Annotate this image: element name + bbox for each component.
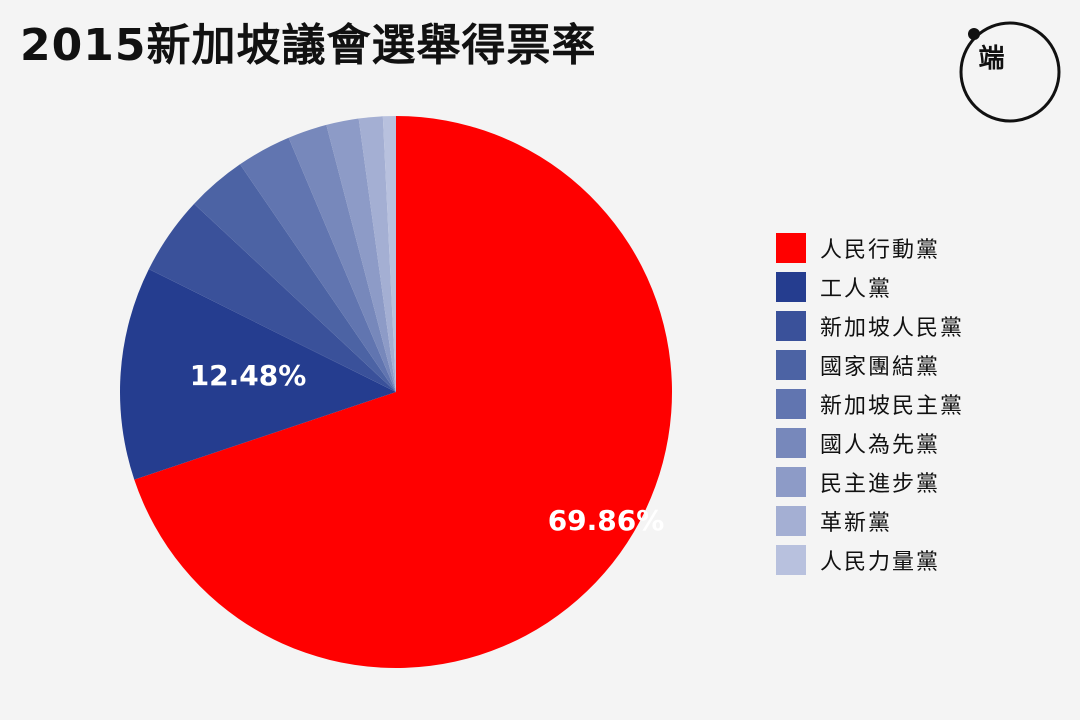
legend-label: 革新黨 — [820, 510, 893, 536]
legend-swatch — [776, 271, 806, 302]
logo-circle-icon — [959, 21, 1061, 123]
slice-value-label: 69.86% — [548, 504, 665, 537]
legend-label: 國家團結黨 — [820, 354, 941, 380]
legend-item: 國家團結黨 — [776, 345, 964, 384]
legend-item: 革新黨 — [776, 501, 964, 540]
legend-item: 國人為先黨 — [776, 423, 964, 462]
legend-swatch — [776, 349, 806, 380]
legend-swatch — [776, 505, 806, 536]
legend-item: 人民行動黨 — [776, 228, 964, 267]
pie-slice — [240, 137, 396, 392]
legend-label: 工人黨 — [820, 276, 893, 302]
legend-swatch — [776, 427, 806, 458]
legend-item: 人民力量黨 — [776, 540, 964, 579]
legend-item: 民主進步黨 — [776, 462, 964, 501]
slice-value-label: 12.48% — [190, 359, 307, 392]
legend-label: 新加坡民主黨 — [820, 393, 965, 419]
legend-item: 新加坡人民黨 — [776, 306, 964, 345]
legend-label: 人民力量黨 — [820, 549, 941, 575]
pie-slice — [326, 118, 396, 392]
pie-slice — [288, 124, 396, 393]
pie-slice — [134, 116, 673, 668]
legend-label: 民主進步黨 — [820, 471, 941, 497]
legend-item: 新加坡民主黨 — [776, 384, 964, 423]
pie-slice — [148, 203, 396, 392]
legend-label: 新加坡人民黨 — [820, 315, 965, 341]
legend-swatch — [776, 466, 806, 497]
legend-label: 人民行動黨 — [820, 237, 941, 263]
legend-item: 工人黨 — [776, 267, 964, 306]
legend-swatch — [776, 310, 806, 341]
pie-slice — [382, 115, 396, 392]
legend: 人民行動黨工人黨新加坡人民黨 國家團結黨新加坡民主黨 國人為先黨民主進步黨革新黨人民… — [776, 228, 964, 579]
legend-swatch — [776, 544, 806, 575]
pie-slice — [358, 116, 396, 392]
pie-slice — [194, 164, 396, 392]
logo-text: 端 — [978, 44, 1004, 74]
pie-slice — [120, 269, 396, 480]
chart-title: 2015新加坡議會選舉得票率 — [20, 20, 597, 71]
legend-swatch — [776, 232, 806, 263]
legend-swatch — [776, 388, 806, 419]
legend-label: 國人為先黨 — [820, 432, 941, 458]
